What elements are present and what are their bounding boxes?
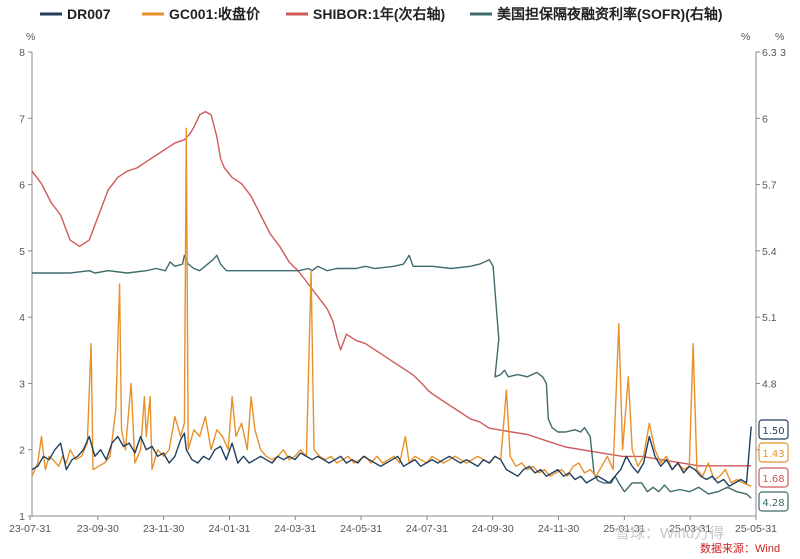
y-left-tick-label: 2 <box>19 445 25 457</box>
badge-box-1 <box>758 419 789 440</box>
badge-value-4: 4.28 <box>762 498 784 509</box>
legend-label-4: 美国担保隔夜融资利率(SOFR)(右轴) <box>497 6 723 22</box>
x-tick-label: 24-03-31 <box>274 523 316 535</box>
y-left-tick-label: 5 <box>19 246 25 258</box>
legend-label-3: SHIBOR:1年(次右轴) <box>313 6 445 22</box>
y-right-tick-label: 4.8 <box>762 378 777 390</box>
y-right-tick-label: 6 <box>762 113 768 125</box>
y-right-tick-label: 5.4 <box>762 246 777 258</box>
y-right2-tick-label: 3 <box>780 47 786 59</box>
watermark: 雪球：Wind万得 <box>615 525 724 542</box>
series-line-2 <box>31 127 752 487</box>
y-left-tick-label: 3 <box>19 378 25 390</box>
y-right2-unit: % <box>775 31 784 43</box>
x-tick-label: 25-01-31 <box>603 523 645 535</box>
axis-ticks: 123456784.54.85.15.45.766.3323-07-3123-0… <box>9 47 786 535</box>
y-left-tick-label: 4 <box>19 312 25 324</box>
source-note: 数据来源：Wind <box>700 541 780 555</box>
last-value-badges: 1.50 1.43 1.68 4.28 <box>758 419 789 512</box>
x-tick-label: 24-01-31 <box>208 523 250 535</box>
badge-value-1: 1.50 <box>762 426 784 437</box>
x-tick-label: 23-11-30 <box>143 523 184 535</box>
badge-box-3 <box>758 467 789 488</box>
y-left-tick-label: 1 <box>19 511 25 523</box>
y-right-unit: % <box>741 31 750 43</box>
series-line-1 <box>31 426 752 487</box>
y-left-tick-label: 8 <box>19 47 25 59</box>
x-tick-label: 24-11-30 <box>538 523 579 535</box>
legend-label-1: DR007 <box>67 6 111 22</box>
x-tick-label: 25-03-31 <box>669 523 711 535</box>
y-right-tick-label: 5.7 <box>762 180 777 192</box>
x-tick-label: 25-05-31 <box>735 523 777 535</box>
badge-box-4 <box>758 491 789 512</box>
y-right-tick-label: 6.3 <box>762 47 777 59</box>
series-lines <box>31 110 752 499</box>
x-tick-label: 24-07-31 <box>406 523 448 535</box>
badge-value-3: 1.68 <box>762 474 784 485</box>
y-left-unit: % <box>26 31 35 43</box>
y-left-tick-label: 6 <box>19 180 25 192</box>
series-line-4 <box>32 254 752 499</box>
x-tick-label: 23-07-31 <box>9 523 51 535</box>
legend: DR007 GC001:收盘价 SHIBOR:1年(次右轴) 美国担保隔夜融资利率(S… <box>40 6 723 22</box>
x-tick-label: 24-09-30 <box>472 523 514 535</box>
badge-value-2: 1.43 <box>762 449 784 460</box>
y-left-tick-label: 7 <box>19 113 25 125</box>
badge-box-2 <box>758 442 789 463</box>
series-line-3 <box>31 110 752 467</box>
legend-label-2: GC001:收盘价 <box>169 6 261 22</box>
x-tick-label: 24-05-31 <box>340 523 382 535</box>
y-right-tick-label: 5.1 <box>762 312 777 324</box>
x-tick-label: 23-09-30 <box>77 523 119 535</box>
